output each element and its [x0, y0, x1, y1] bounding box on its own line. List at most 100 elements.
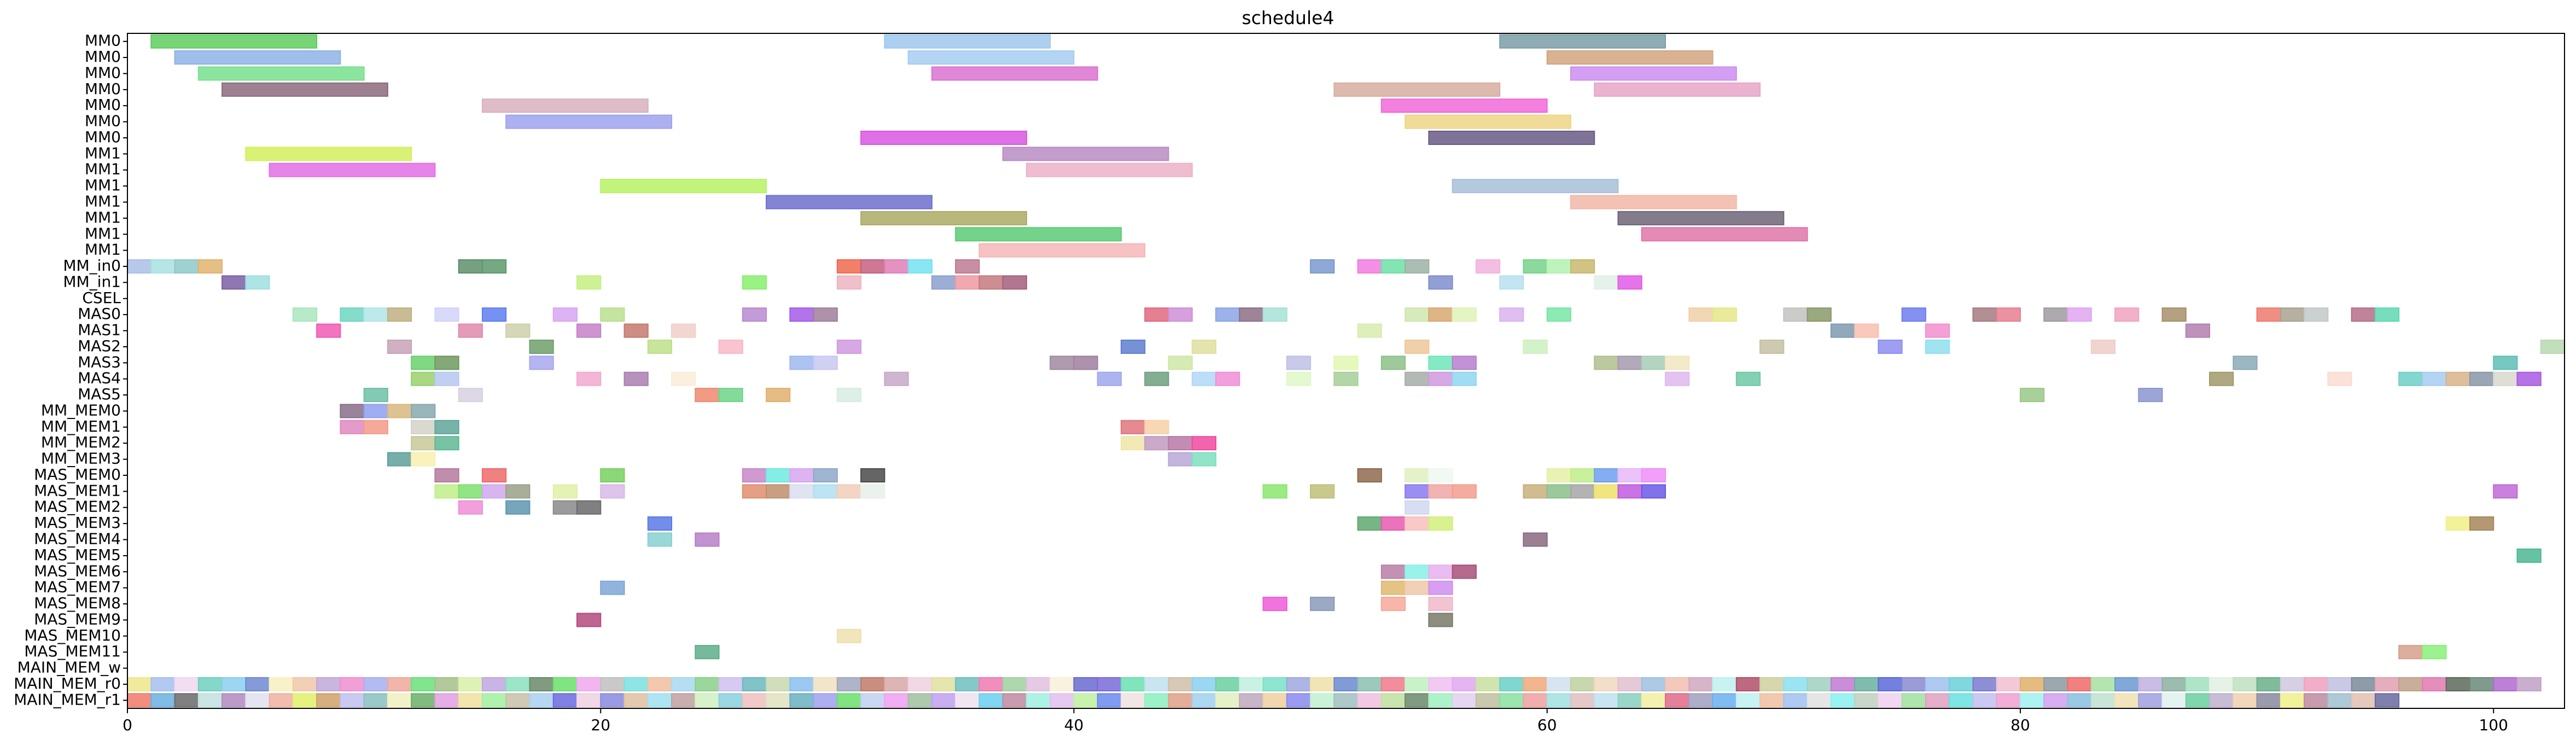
task-bar [434, 356, 459, 370]
row-label: MM1 [85, 176, 121, 194]
task-bar [836, 388, 862, 403]
row-label: MAIN_MEM_w [18, 659, 121, 677]
task-bar [2233, 356, 2258, 370]
task-bar [481, 484, 507, 499]
task-bar [1665, 677, 1690, 691]
task-bar [481, 259, 507, 274]
task-bar [1404, 468, 1430, 483]
task-bar [2280, 693, 2305, 708]
task-bar [978, 677, 1004, 691]
task-bar [742, 468, 767, 483]
task-bar [2138, 677, 2163, 691]
task-bar [2209, 371, 2234, 386]
task-bar [458, 259, 483, 274]
task-bar [1949, 693, 1974, 708]
task-bar [907, 50, 1075, 65]
row-label: MAS_MEM0 [34, 465, 121, 484]
task-bar [2161, 307, 2187, 322]
task-bar [1712, 677, 1737, 691]
task-bar [1286, 371, 1312, 386]
task-bar [387, 339, 412, 354]
task-bar [600, 179, 767, 194]
row-label: MM0 [85, 128, 121, 146]
task-bar [1404, 307, 1430, 322]
task-bar [1239, 677, 1264, 691]
task-bar [813, 693, 838, 708]
task-bar [340, 677, 365, 691]
task-bar [222, 82, 388, 97]
task-bar [1333, 356, 1359, 370]
task-bar [1806, 307, 1832, 322]
task-bar [174, 50, 341, 65]
task-bar [1688, 307, 1714, 322]
task-bar [1854, 323, 1879, 338]
task-bar [813, 484, 838, 499]
task-bar [222, 693, 247, 708]
task-bar [1050, 677, 1075, 691]
task-bar [647, 677, 673, 691]
task-bar [2090, 339, 2116, 354]
task-bar [1523, 532, 1548, 547]
task-bar [884, 371, 909, 386]
task-bar [978, 243, 1146, 258]
task-bar [1854, 677, 1879, 691]
task-bar [671, 323, 696, 338]
row-label: MAS4 [78, 369, 121, 387]
task-bar [623, 323, 649, 338]
row-label: MAS2 [78, 337, 121, 355]
task-bar [576, 613, 602, 627]
task-bar [505, 114, 673, 129]
task-bar [1759, 693, 1785, 708]
task-bar [1144, 420, 1169, 434]
task-bar [1215, 371, 1240, 386]
task-bar [1735, 693, 1761, 708]
task-bar [1428, 613, 1453, 627]
task-bar [1925, 323, 1950, 338]
task-bar [1025, 693, 1051, 708]
row-label: MM_MEM2 [41, 433, 121, 451]
task-bar [529, 677, 554, 691]
task-bar [1025, 677, 1051, 691]
task-bar [623, 677, 649, 691]
task-bar [434, 436, 459, 451]
task-bar [2019, 693, 2045, 708]
task-bar [1073, 693, 1098, 708]
task-bar [2209, 693, 2234, 708]
task-bar [1002, 693, 1027, 708]
task-bar [1121, 420, 1146, 434]
task-bar [1333, 82, 1501, 97]
task-bar [1641, 677, 1666, 691]
task-bar [529, 356, 554, 370]
task-bar [552, 677, 578, 691]
task-bar [1286, 356, 1312, 370]
x-tick-label: 0 [123, 716, 132, 734]
row-label: MAS_MEM2 [34, 498, 121, 516]
task-bar [1641, 227, 1808, 242]
task-bar [1972, 307, 1997, 322]
task-bar [766, 484, 791, 499]
task-bar [813, 677, 838, 691]
task-bar [458, 323, 483, 338]
task-bar [1570, 66, 1737, 81]
task-bar [481, 307, 507, 322]
task-bar [1097, 693, 1122, 708]
row-label: MM1 [85, 241, 121, 259]
task-bar [1665, 693, 1690, 708]
task-bar [1050, 356, 1075, 370]
task-bar [1144, 371, 1169, 386]
task-bar [1310, 693, 1335, 708]
task-bar [1333, 371, 1359, 386]
task-bar [316, 323, 341, 338]
task-bar [931, 677, 957, 691]
task-bar [718, 693, 743, 708]
task-bar [1097, 371, 1122, 386]
task-bar [2398, 677, 2423, 691]
task-bar [836, 677, 862, 691]
task-bar [505, 693, 531, 708]
task-bar [2138, 693, 2163, 708]
task-bar [387, 693, 412, 708]
task-bar [529, 339, 554, 354]
row-label: CSEL [82, 289, 121, 307]
x-tick-label: 80 [2010, 716, 2030, 734]
task-bar [742, 307, 767, 322]
